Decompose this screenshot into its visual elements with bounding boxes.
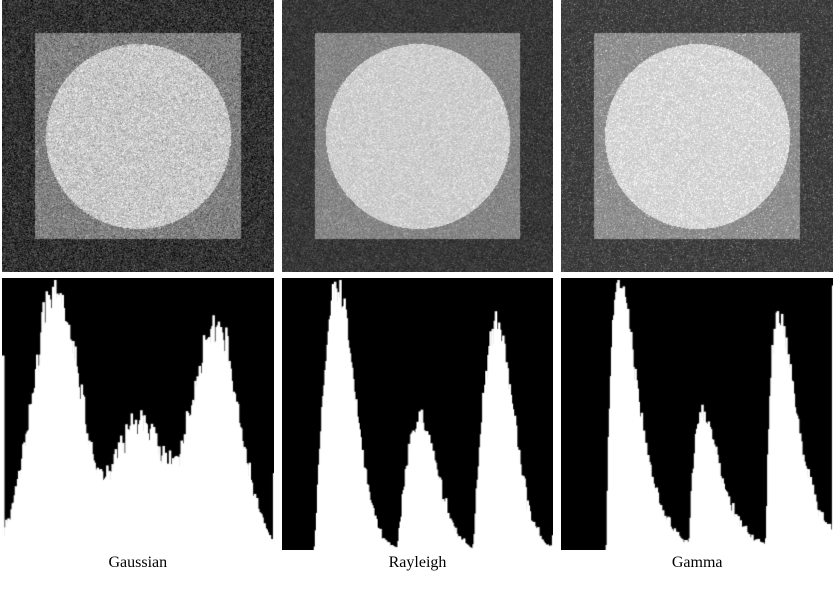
panel-hist-rayleigh <box>282 278 554 550</box>
panel-hist-gamma <box>561 278 833 550</box>
panel-hist-gaussian <box>2 278 274 550</box>
row-histograms <box>0 278 835 550</box>
canvas-noise-rayleigh <box>282 0 554 272</box>
label-gaussian: Gaussian <box>2 554 274 572</box>
label-gamma: Gamma <box>561 554 833 572</box>
canvas-hist-gaussian <box>2 278 274 550</box>
row-labels: Gaussian Rayleigh Gamma <box>0 554 835 572</box>
panel-noise-gaussian <box>2 0 274 272</box>
canvas-noise-gamma <box>561 0 833 272</box>
canvas-noise-gaussian <box>2 0 274 272</box>
figure: Gaussian Rayleigh Gamma <box>0 0 835 591</box>
canvas-hist-gamma <box>561 278 833 550</box>
panel-noise-rayleigh <box>282 0 554 272</box>
canvas-hist-rayleigh <box>282 278 554 550</box>
row-noise-images <box>0 0 835 272</box>
panel-noise-gamma <box>561 0 833 272</box>
label-rayleigh: Rayleigh <box>282 554 554 572</box>
